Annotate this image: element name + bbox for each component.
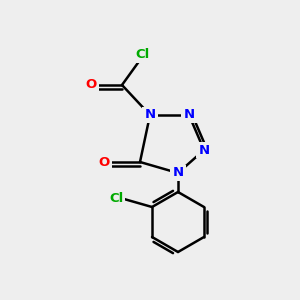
Text: N: N	[183, 109, 195, 122]
Text: Cl: Cl	[135, 49, 149, 62]
Text: N: N	[144, 109, 156, 122]
Text: Cl: Cl	[109, 193, 123, 206]
Text: N: N	[172, 167, 184, 179]
Text: N: N	[198, 143, 210, 157]
Text: O: O	[98, 155, 110, 169]
Text: O: O	[85, 79, 97, 92]
